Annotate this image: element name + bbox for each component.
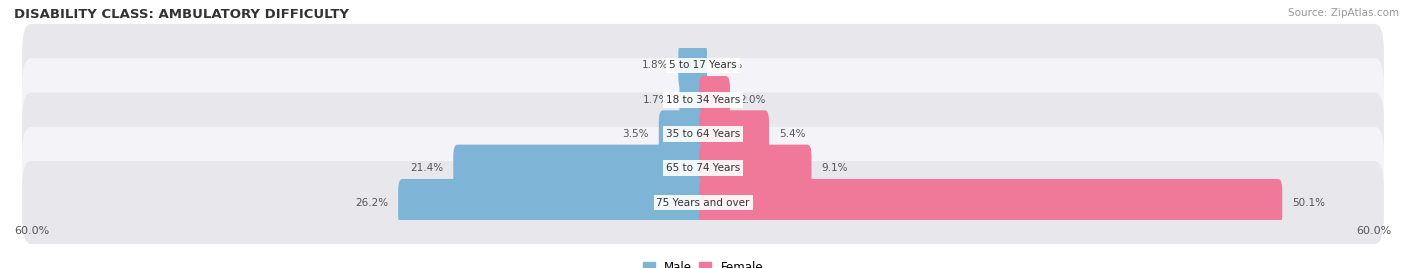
FancyBboxPatch shape [659, 110, 707, 158]
Text: 1.7%: 1.7% [643, 95, 669, 105]
Text: 3.5%: 3.5% [623, 129, 650, 139]
FancyBboxPatch shape [699, 110, 769, 158]
Text: 2.0%: 2.0% [740, 95, 766, 105]
FancyBboxPatch shape [679, 76, 707, 123]
Text: 50.1%: 50.1% [1292, 198, 1324, 208]
FancyBboxPatch shape [22, 92, 1384, 176]
FancyBboxPatch shape [678, 42, 707, 89]
Text: 35 to 64 Years: 35 to 64 Years [666, 129, 740, 139]
Text: Source: ZipAtlas.com: Source: ZipAtlas.com [1288, 8, 1399, 18]
Text: 18 to 34 Years: 18 to 34 Years [666, 95, 740, 105]
Text: 1.8%: 1.8% [643, 60, 669, 70]
FancyBboxPatch shape [22, 24, 1384, 107]
Text: DISABILITY CLASS: AMBULATORY DIFFICULTY: DISABILITY CLASS: AMBULATORY DIFFICULTY [14, 8, 349, 21]
FancyBboxPatch shape [699, 145, 811, 192]
FancyBboxPatch shape [398, 179, 707, 226]
FancyBboxPatch shape [22, 127, 1384, 210]
Text: 26.2%: 26.2% [356, 198, 388, 208]
FancyBboxPatch shape [22, 58, 1384, 141]
Text: 0.0%: 0.0% [717, 60, 742, 70]
Text: 75 Years and over: 75 Years and over [657, 198, 749, 208]
Text: 60.0%: 60.0% [1357, 226, 1392, 236]
Text: 60.0%: 60.0% [14, 226, 49, 236]
Text: 5.4%: 5.4% [779, 129, 806, 139]
Legend: Male, Female: Male, Female [638, 256, 768, 268]
FancyBboxPatch shape [22, 161, 1384, 244]
Text: 21.4%: 21.4% [411, 163, 443, 173]
Text: 5 to 17 Years: 5 to 17 Years [669, 60, 737, 70]
FancyBboxPatch shape [699, 76, 730, 123]
Text: 9.1%: 9.1% [821, 163, 848, 173]
FancyBboxPatch shape [699, 179, 1282, 226]
FancyBboxPatch shape [453, 145, 707, 192]
Text: 65 to 74 Years: 65 to 74 Years [666, 163, 740, 173]
